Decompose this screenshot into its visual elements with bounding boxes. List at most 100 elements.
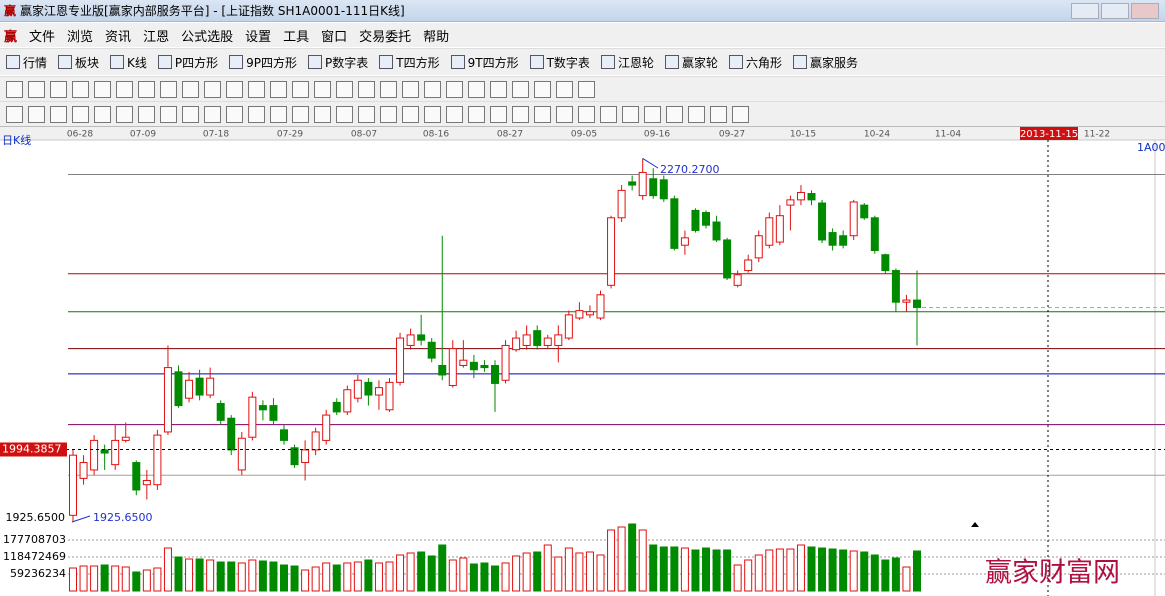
toolbar-button[interactable]: T四方形 — [379, 54, 440, 71]
candle-body — [786, 199, 795, 206]
tool-icon[interactable] — [556, 105, 573, 123]
tool-icon[interactable] — [358, 80, 375, 98]
x-tick-label: 09-05 — [571, 130, 597, 140]
tool-icon[interactable] — [732, 105, 749, 123]
tool-icon[interactable] — [94, 105, 111, 123]
tool-icon[interactable] — [446, 105, 463, 123]
tool-icon[interactable] — [28, 80, 45, 98]
tool-icon[interactable] — [226, 80, 243, 98]
tool-icon[interactable] — [226, 105, 243, 123]
tool-icon[interactable] — [28, 105, 45, 123]
toolbar-button[interactable]: 赢家服务 — [792, 54, 858, 71]
tool-icon[interactable] — [424, 105, 441, 123]
menu-item[interactable]: 帮助 — [423, 29, 450, 45]
volume-bar — [269, 561, 278, 592]
tool-icon[interactable] — [72, 80, 89, 98]
tool-icon[interactable] — [248, 105, 265, 123]
toolbar-button[interactable]: 9T四方形 — [450, 54, 519, 71]
close-button[interactable] — [1131, 2, 1159, 19]
menu-item[interactable]: 江恩 — [143, 29, 170, 45]
tool-icon[interactable] — [6, 80, 23, 98]
tool-icon[interactable] — [402, 80, 419, 98]
tool-icon[interactable] — [270, 105, 287, 123]
toolbar-button[interactable]: P数字表 — [308, 54, 368, 71]
tool-icon[interactable] — [402, 105, 419, 123]
tool-icon[interactable] — [688, 105, 705, 123]
tool-icon[interactable] — [644, 105, 661, 123]
toolbar-icon — [529, 55, 544, 69]
tool-icon[interactable] — [116, 80, 133, 98]
tool-icon[interactable] — [666, 105, 683, 123]
tool-icon[interactable] — [72, 105, 89, 123]
tool-icon[interactable] — [292, 80, 309, 98]
tool-icon[interactable] — [160, 105, 177, 123]
menu-item[interactable]: 浏览 — [67, 29, 94, 45]
candle-body — [195, 377, 204, 396]
tool-icon[interactable] — [248, 80, 265, 98]
tool-icon[interactable] — [710, 105, 727, 123]
minimize-button[interactable] — [1071, 2, 1099, 19]
volume-bar — [153, 567, 162, 592]
menu-item[interactable]: 文件 — [29, 29, 56, 45]
tool-icon[interactable] — [336, 80, 353, 98]
tool-icon[interactable] — [50, 105, 67, 123]
tool-icon[interactable] — [270, 80, 287, 98]
tool-icon[interactable] — [490, 105, 507, 123]
tool-icon[interactable] — [512, 80, 529, 98]
tool-icon[interactable] — [94, 80, 111, 98]
tool-icon[interactable] — [182, 80, 199, 98]
menu-item[interactable]: 窗口 — [321, 29, 348, 45]
toolbar-button[interactable]: 六角形 — [728, 54, 782, 71]
tool-icon[interactable] — [50, 80, 67, 98]
toolbar-button[interactable]: 江恩轮 — [600, 54, 654, 71]
tool-icon[interactable] — [116, 105, 133, 123]
tool-icon[interactable] — [6, 105, 23, 123]
x-tick-label: 10-24 — [864, 130, 890, 140]
tool-icon[interactable] — [138, 105, 155, 123]
tool-icon[interactable] — [138, 80, 155, 98]
tool-icon[interactable] — [204, 105, 221, 123]
volume-bar — [585, 551, 594, 592]
menu-item[interactable]: 公式选股 — [181, 29, 234, 45]
tool-icon[interactable] — [358, 105, 375, 123]
volume-bar — [385, 561, 394, 592]
tool-icon[interactable] — [160, 80, 177, 98]
menu-item[interactable]: 工具 — [283, 29, 310, 45]
menu-item[interactable]: 交易委托 — [359, 29, 412, 45]
tool-icon[interactable] — [468, 105, 485, 123]
tool-icon[interactable] — [578, 105, 595, 123]
tool-icon[interactable] — [424, 80, 441, 98]
toolbar-button[interactable]: P四方形 — [157, 54, 218, 71]
tool-icon[interactable] — [534, 105, 551, 123]
tool-icon[interactable] — [380, 105, 397, 123]
toolbar-button[interactable]: 行情 — [6, 54, 47, 71]
tool-icon[interactable] — [600, 105, 617, 123]
toolbar-button[interactable]: 板块 — [58, 54, 99, 71]
menu-item[interactable]: 设置 — [245, 29, 272, 45]
toolbar-button[interactable]: 赢家轮 — [664, 54, 718, 71]
tool-icon[interactable] — [182, 105, 199, 123]
tool-icon[interactable] — [380, 80, 397, 98]
tool-icon[interactable] — [534, 80, 551, 98]
tool-icon[interactable] — [578, 80, 595, 98]
toolbar-icon — [229, 55, 244, 69]
tool-icon[interactable] — [314, 105, 331, 123]
toolbar-button[interactable]: K线 — [110, 54, 147, 71]
tool-icon[interactable] — [204, 80, 221, 98]
tool-icon[interactable] — [292, 105, 309, 123]
tool-icon[interactable] — [314, 80, 331, 98]
tool-icon[interactable] — [468, 80, 485, 98]
volume-bar — [280, 564, 288, 592]
tool-icon[interactable] — [446, 80, 463, 98]
tool-icon[interactable] — [336, 105, 353, 123]
toolbar-button[interactable]: 9P四方形 — [229, 54, 297, 71]
volume-bar — [670, 546, 679, 592]
tool-icon[interactable] — [556, 80, 573, 98]
maximize-button[interactable] — [1101, 2, 1129, 19]
tool-icon[interactable] — [622, 105, 639, 123]
tool-icon[interactable] — [490, 80, 507, 98]
menu-item[interactable]: 资讯 — [105, 29, 132, 45]
volume-bar — [121, 566, 130, 592]
toolbar-button[interactable]: T数字表 — [529, 54, 590, 71]
tool-icon[interactable] — [512, 105, 529, 123]
